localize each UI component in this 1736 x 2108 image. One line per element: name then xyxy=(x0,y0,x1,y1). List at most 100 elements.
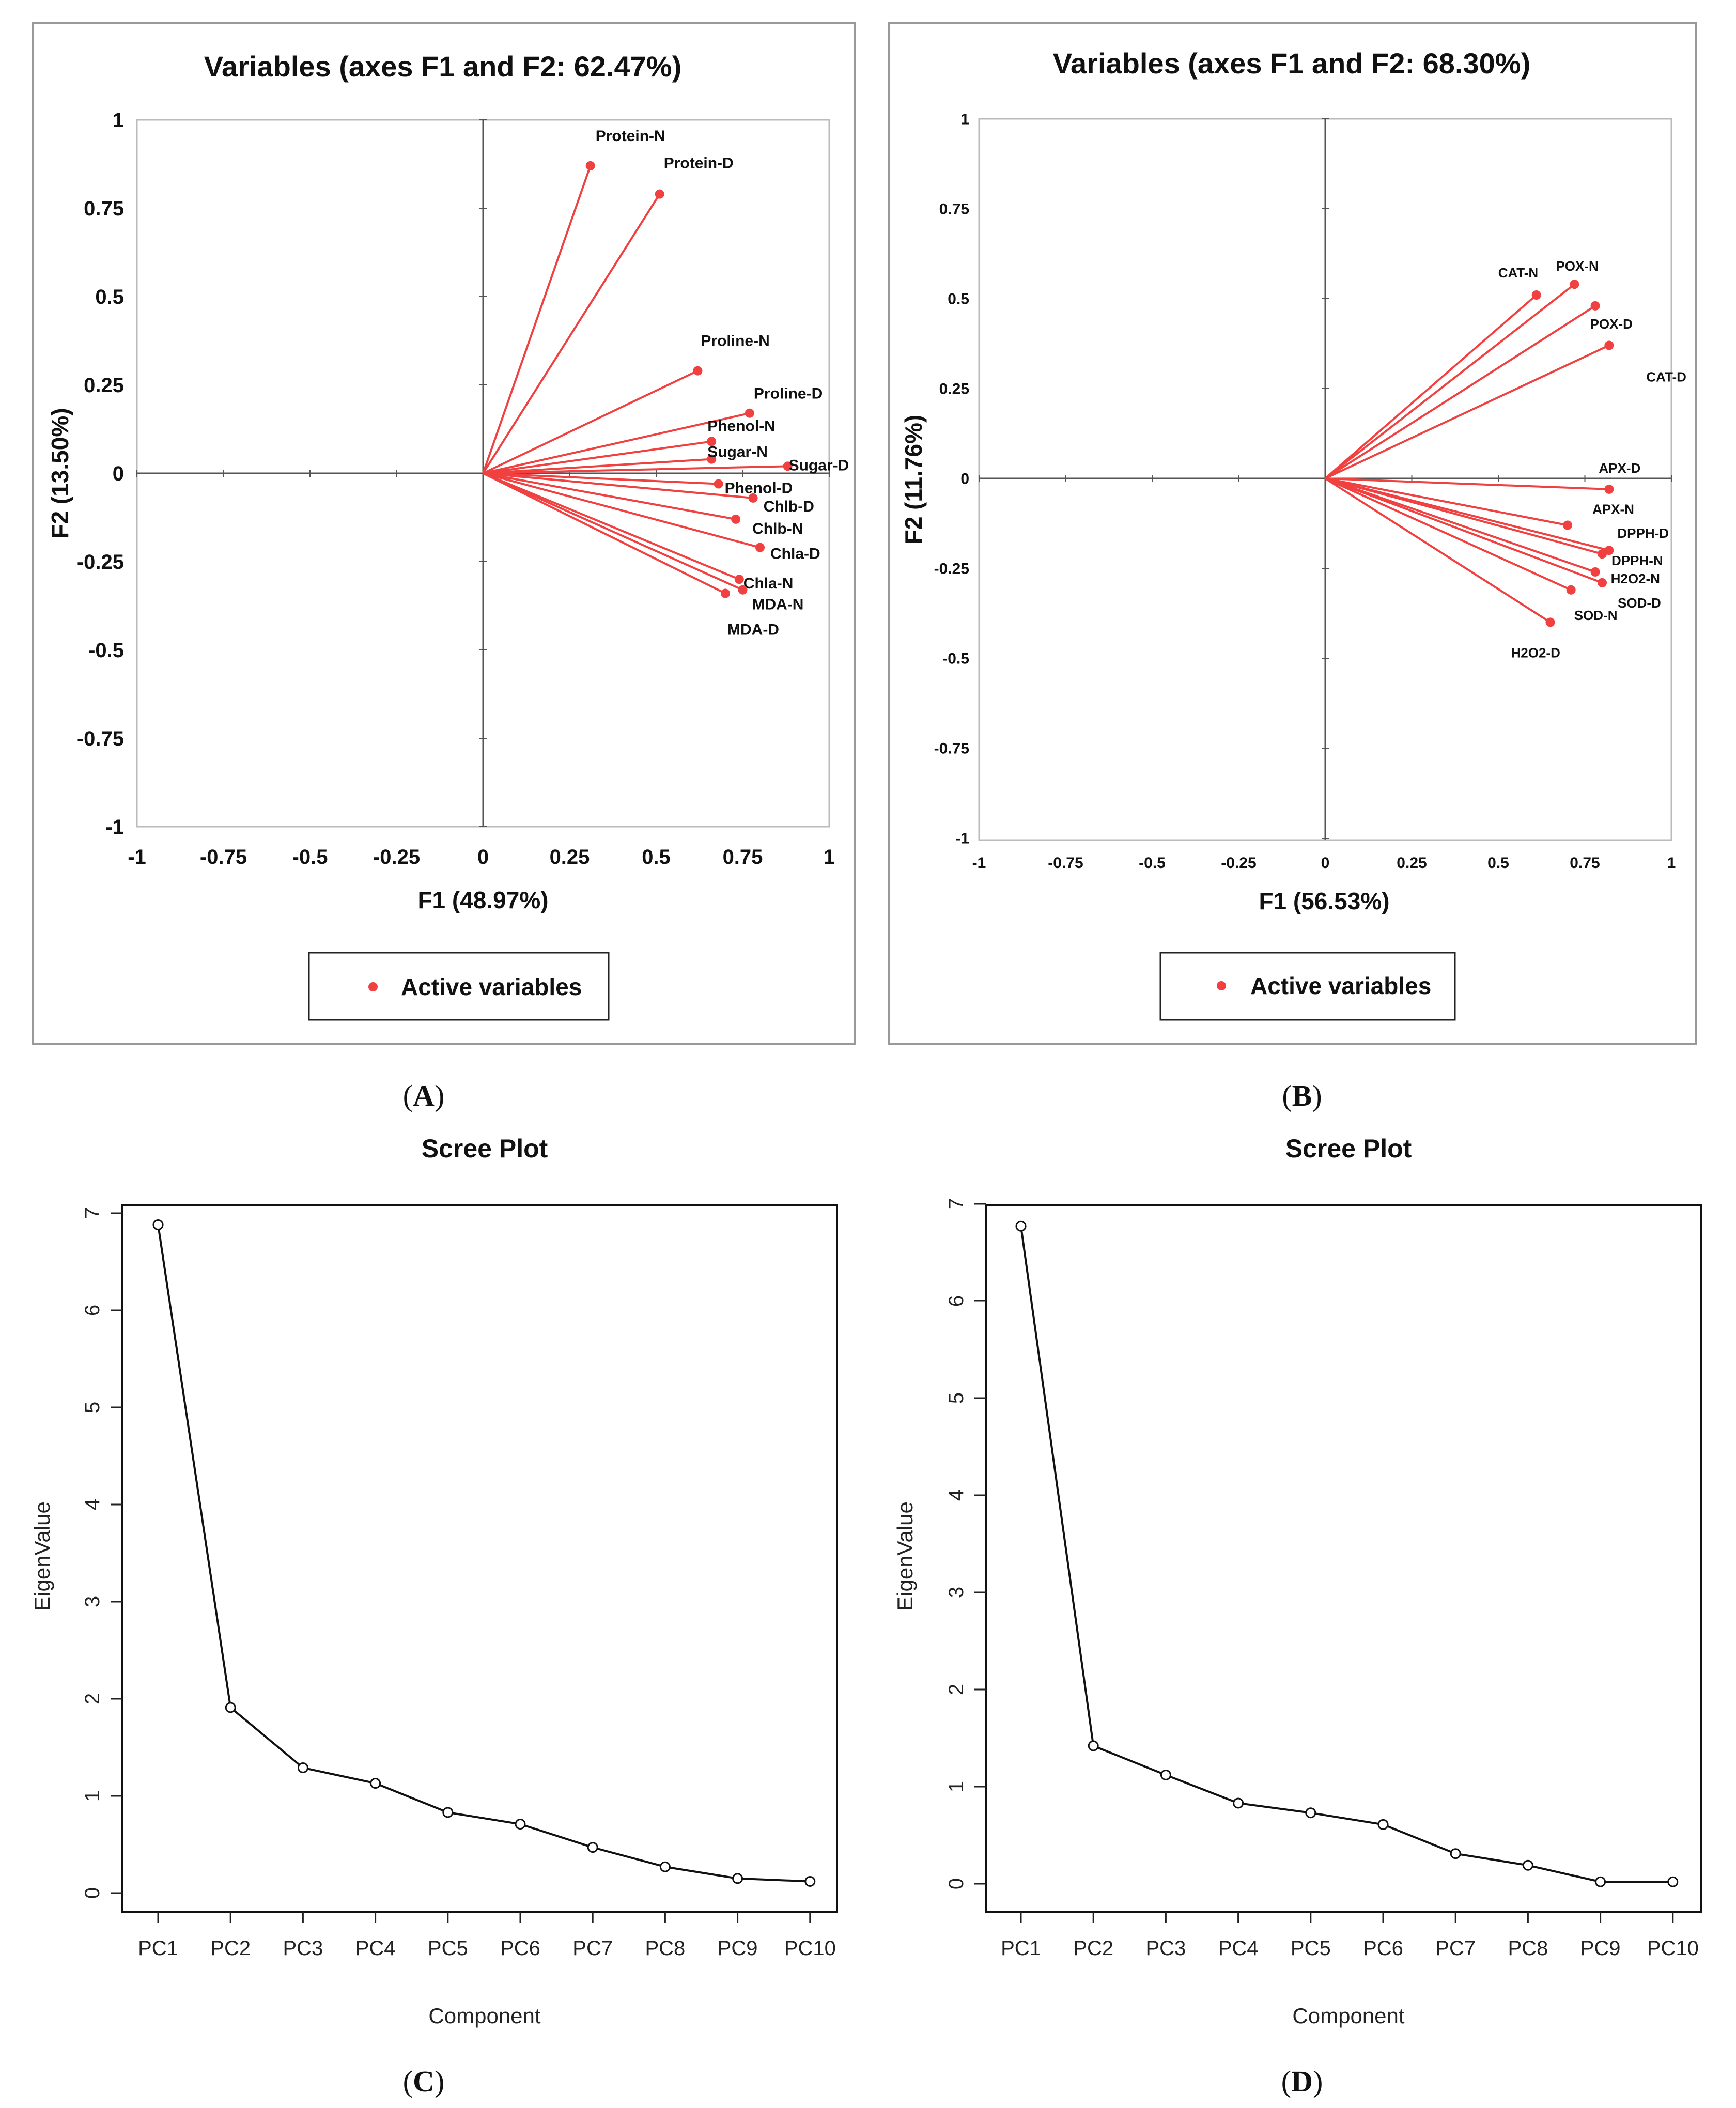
eigenvalue-point xyxy=(1305,1807,1316,1819)
eigenvalue-point xyxy=(732,1873,743,1884)
x-tick-label: 0.75 xyxy=(723,846,763,869)
x-tick-label: PC7 xyxy=(1435,1937,1476,1960)
eigenvalue-point xyxy=(1595,1876,1606,1887)
x-tick-label: -1 xyxy=(128,846,146,869)
x-tick-label: PC8 xyxy=(645,1937,685,1960)
variable-label: CAT-D xyxy=(1646,369,1686,384)
panel-a-legend-box xyxy=(308,952,610,1021)
x-tick-label: 0 xyxy=(477,846,489,869)
loading-point xyxy=(1570,280,1579,289)
y-tick-label: 1 xyxy=(113,109,124,132)
loading-point xyxy=(1545,617,1555,627)
panel-d-plot-area xyxy=(985,1204,1702,1913)
loading-point xyxy=(783,461,793,471)
x-tick-label: PC5 xyxy=(428,1937,468,1960)
panel-a-xlabel: F1 (48.97%) xyxy=(417,887,548,913)
panel-c-plot-area xyxy=(121,1204,838,1913)
panel-a-frame xyxy=(32,22,856,1045)
loading-vector xyxy=(483,472,753,499)
panel-b-ticks: -1 -0.75 -0.5 -0.25 0 0.25 0.5 0.75 1 1 0.75 0.5 0.2… xyxy=(934,111,1676,872)
loading-point xyxy=(748,493,758,503)
eigenvalue-line xyxy=(1020,1226,1673,1883)
x-tick-label: PC10 xyxy=(1647,1937,1699,1960)
y-tick-label: 6 xyxy=(81,1305,104,1316)
loading-point xyxy=(745,408,754,418)
x-tick-label: PC5 xyxy=(1291,1937,1331,1960)
x-tick-label: PC9 xyxy=(718,1937,758,1960)
loading-point xyxy=(1531,290,1541,300)
panel-c-xlabel: Component xyxy=(428,2004,540,2028)
panel-a-ticks: -1 -0.75 -0.5 -0.25 0 0.25 0.5 0.75 1 1 0.75 0.5 0.2… xyxy=(77,109,835,869)
panel-a-legend-marker xyxy=(368,982,378,991)
y-tick-label: 0.5 xyxy=(95,286,124,308)
eigenvalue-point xyxy=(1450,1848,1461,1859)
loading-vector xyxy=(483,440,712,474)
y-tick-label: 5 xyxy=(945,1392,968,1404)
y-tick-label: 0 xyxy=(81,1887,104,1899)
loading-vector xyxy=(483,465,788,474)
loading-vector xyxy=(1324,283,1575,479)
eigenvalue-point xyxy=(1667,1876,1679,1887)
loading-point xyxy=(1604,340,1614,350)
panel-d-caption: (D) xyxy=(1281,2065,1323,2098)
y-tick-label: 0.75 xyxy=(939,201,969,218)
y-tick-label: 1 xyxy=(81,1790,104,1802)
variable-label: DPPH-N xyxy=(1611,553,1663,568)
y-tick-label: -1 xyxy=(955,830,969,847)
loading-vector xyxy=(1324,305,1596,479)
variable-label: Proline-N xyxy=(701,333,769,350)
loading-point xyxy=(693,366,703,376)
y-tick-label: 4 xyxy=(945,1490,968,1501)
x-tick-label: PC9 xyxy=(1580,1937,1621,1960)
eigenvalue-point xyxy=(804,1876,816,1887)
panel-a-legend: Active variables xyxy=(308,952,610,1021)
panel-d-ylabel: EigenValue xyxy=(893,1501,917,1611)
x-tick-label: 0.5 xyxy=(642,846,671,869)
eigenvalue-point xyxy=(1377,1819,1389,1830)
loading-vector xyxy=(483,412,750,474)
eigenvalue-point xyxy=(1522,1859,1533,1871)
y-tick-label: 0.5 xyxy=(948,291,969,308)
panel-d-axes: 0 1 2 3 4 5 6 7 PC1 PC2 PC3 PC4 PC5 PC6 PC7 PC8 PC9 PC10 xyxy=(945,1198,1699,1960)
x-tick-label: PC7 xyxy=(572,1937,613,1960)
panel-b-vectors: CAT-N POX-N POX-D CAT-D APX-D APX-N DPPH-D DPPH… xyxy=(1324,258,1686,660)
x-tick-label: PC1 xyxy=(1001,1937,1041,1960)
panel-c-title: Scree Plot xyxy=(422,1134,548,1163)
variable-label: Chlb-D xyxy=(764,498,814,515)
variable-label: Phenol-D xyxy=(725,480,793,497)
loading-vector xyxy=(483,472,736,520)
loading-point xyxy=(1598,578,1607,587)
panel-a-caption: (A) xyxy=(403,1079,445,1112)
panel-a-vectors: Protein-N Protein-D Proline-N Proline-D Phen… xyxy=(482,128,849,639)
x-tick-label: PC3 xyxy=(283,1937,323,1960)
y-tick-label: 7 xyxy=(945,1198,968,1210)
panel-b-legend-marker xyxy=(1217,981,1226,990)
loading-point xyxy=(738,585,748,595)
y-tick-label: -0.25 xyxy=(934,561,969,578)
y-tick-label: 0.75 xyxy=(84,197,124,220)
panel-a-title: Variables (axes F1 and F2: 62.47%) xyxy=(204,50,681,83)
eigenvalue-point xyxy=(587,1842,598,1853)
x-tick-label: 0.5 xyxy=(1487,855,1509,872)
x-tick-label: -0.75 xyxy=(200,846,247,869)
x-tick-label: 1 xyxy=(1667,855,1676,872)
panel-b-legend-label: Active variables xyxy=(1250,972,1431,999)
variable-label: Phenol-N xyxy=(707,417,776,435)
y-tick-label: 2 xyxy=(945,1684,968,1695)
x-tick-label: 0.75 xyxy=(1570,855,1600,872)
y-tick-label: 3 xyxy=(81,1596,104,1607)
y-tick-label: 5 xyxy=(81,1402,104,1413)
eigenvalue-point xyxy=(515,1819,526,1830)
variable-label: Chla-N xyxy=(743,575,794,592)
panel-a-legend-label: Active variables xyxy=(401,973,582,1000)
y-tick-label: 7 xyxy=(81,1207,104,1219)
x-tick-label: PC4 xyxy=(355,1937,396,1960)
variable-label: Protein-D xyxy=(664,155,734,172)
panel-b-legend-box xyxy=(1159,952,1456,1021)
loading-point xyxy=(734,575,744,584)
y-tick-label: -0.5 xyxy=(88,639,124,662)
eigenvalue-point xyxy=(442,1807,454,1818)
y-tick-label: 0 xyxy=(960,471,969,488)
loading-vector xyxy=(483,458,712,474)
